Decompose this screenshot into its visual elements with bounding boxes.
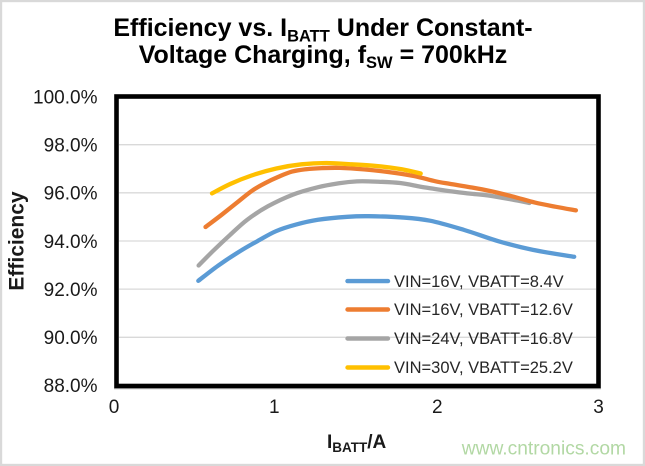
svg-text:88.0%: 88.0% xyxy=(44,376,98,397)
svg-text:0: 0 xyxy=(109,397,120,418)
svg-text:92.0%: 92.0% xyxy=(44,280,98,301)
svg-text:www.cntronics.com: www.cntronics.com xyxy=(461,439,626,460)
svg-text:1: 1 xyxy=(269,397,280,418)
svg-text:100.0%: 100.0% xyxy=(33,87,98,108)
svg-text:90.0%: 90.0% xyxy=(44,328,98,349)
svg-text:IBATT/A: IBATT/A xyxy=(327,432,387,455)
svg-text:Efficiency: Efficiency xyxy=(6,191,29,291)
svg-text:VIN=16V, VBATT=8.4V: VIN=16V, VBATT=8.4V xyxy=(394,273,564,291)
svg-text:Voltage Charging, fSW = 700kHz: Voltage Charging, fSW = 700kHz xyxy=(139,41,508,72)
svg-text:VIN=16V, VBATT=12.6V: VIN=16V, VBATT=12.6V xyxy=(394,301,573,319)
svg-text:2: 2 xyxy=(432,397,443,418)
svg-text:94.0%: 94.0% xyxy=(44,232,98,253)
svg-text:VIN=24V, VBATT=16.8V: VIN=24V, VBATT=16.8V xyxy=(394,330,573,348)
svg-text:98.0%: 98.0% xyxy=(44,136,98,157)
svg-text:VIN=30V, VBATT=25.2V: VIN=30V, VBATT=25.2V xyxy=(394,359,573,377)
svg-text:96.0%: 96.0% xyxy=(44,184,98,205)
svg-text:3: 3 xyxy=(593,397,604,418)
